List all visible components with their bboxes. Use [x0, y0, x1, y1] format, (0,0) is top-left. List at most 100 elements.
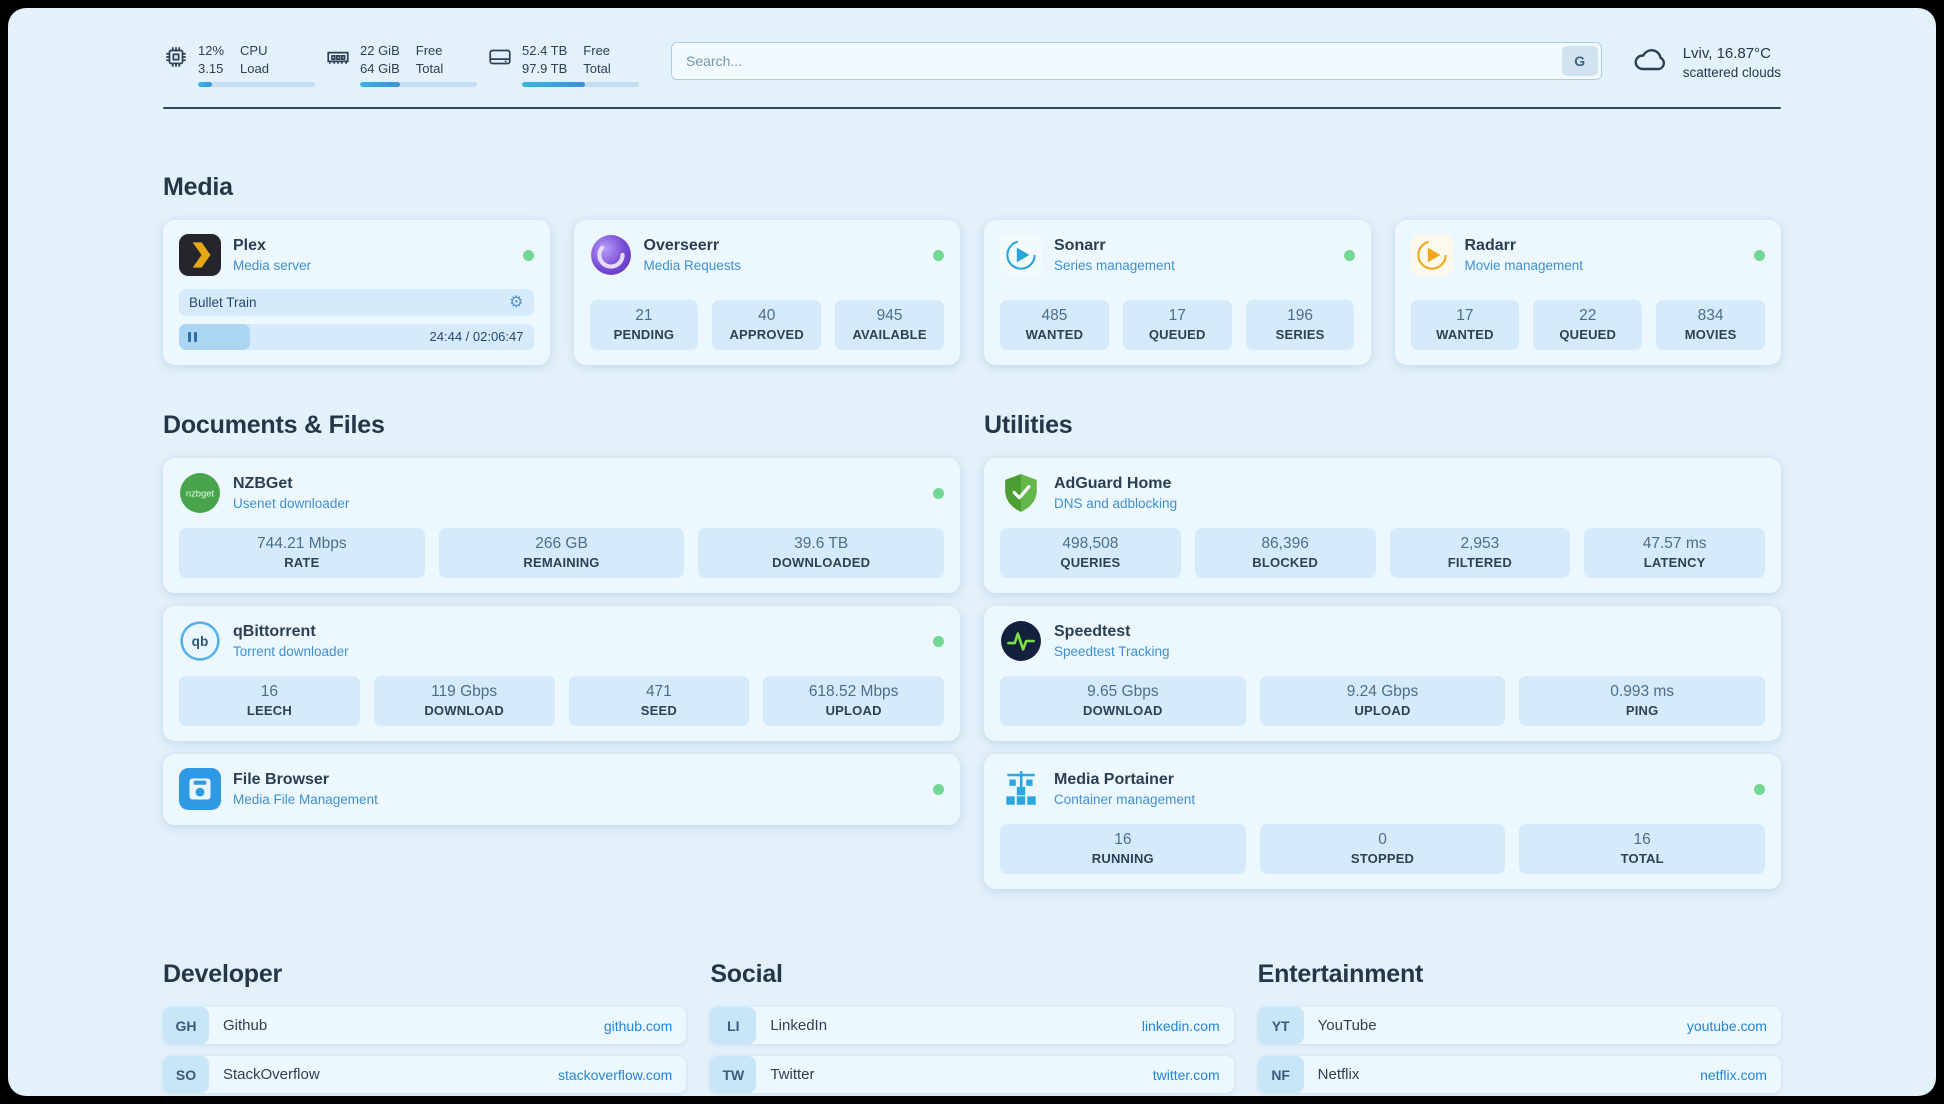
search-engine-button[interactable]: G — [1561, 46, 1598, 76]
weather-widget: Lviv, 16.87°C scattered clouds — [1628, 42, 1781, 83]
app-subtitle: Media server — [233, 258, 312, 274]
app-subtitle: DNS and adblocking — [1054, 496, 1178, 512]
ram-metric: 22 GiB 64 GiB Free Total — [325, 42, 477, 88]
bookmark-github[interactable]: GH Github github.com — [163, 1007, 687, 1045]
social-column: Social LI LinkedIn linkedin.com TW Twitt… — [710, 960, 1234, 1096]
app-card-nzbget[interactable]: nzbget NZBGet Usenet downloader 744.21 M… — [163, 458, 960, 594]
qbittorrent-icon: qb — [179, 620, 221, 662]
disk-icon — [487, 42, 513, 87]
radarr-icon — [1410, 234, 1453, 277]
speedtest-icon — [1000, 620, 1042, 662]
app-name: Speedtest — [1054, 623, 1131, 641]
app-name: Radarr — [1464, 237, 1517, 255]
utilities-column: Utilities AdGuard Home DNS and adblockin… — [984, 411, 1781, 902]
stat-wanted: 17 WANTED — [1410, 300, 1520, 351]
status-dot — [522, 249, 534, 261]
topbar: 12% 3.15 CPU Load — [163, 42, 1781, 88]
stat-filtered: 2,953 FILTERED — [1389, 528, 1571, 579]
status-dot — [933, 635, 944, 647]
app-subtitle: Usenet downloader — [233, 496, 350, 512]
section-title-entertainment: Entertainment — [1257, 960, 1424, 989]
bookmark-url: stackoverflow.com — [557, 1066, 673, 1083]
ram-total: 64 GiB — [360, 60, 400, 76]
stat-queued: 17 QUEUED — [1122, 300, 1232, 351]
now-playing-row: Bullet Train ⚙ — [179, 289, 534, 317]
stat-remaining: 266 GB REMAINING — [438, 528, 685, 579]
settings-gear-icon[interactable]: ⚙ — [509, 293, 524, 311]
media-grid: Plex Media server Bullet Train ⚙ 24:44 /… — [163, 220, 1781, 366]
search-input[interactable] — [671, 42, 1602, 80]
bookmark-linkedin[interactable]: LI LinkedIn linkedin.com — [710, 1007, 1234, 1045]
app-card-filebrowser[interactable]: File Browser Media File Management — [163, 754, 960, 826]
disk-metric: 52.4 TB 97.9 TB Free Total — [487, 42, 639, 88]
app-card-sonarr[interactable]: Sonarr Series management 485 WANTED 17 Q… — [984, 220, 1371, 366]
stat-queries: 498,508 QUERIES — [1000, 528, 1181, 579]
status-dot — [933, 783, 944, 795]
bookmark-url: youtube.com — [1686, 1017, 1767, 1034]
cpu-percent: 12% — [198, 43, 225, 58]
app-card-overseerr[interactable]: Overseerr Media Requests 21 PENDING 40 A… — [573, 220, 960, 366]
youtube-icon: YT — [1257, 1007, 1304, 1045]
netflix-icon: NF — [1257, 1056, 1304, 1094]
stat-upload: 618.52 Mbps UPLOAD — [763, 676, 944, 727]
linkedin-icon: LI — [710, 1007, 757, 1045]
cpu-progress-bar — [198, 82, 315, 88]
bookmark-twitter[interactable]: TW Twitter twitter.com — [710, 1056, 1234, 1094]
app-subtitle: Movie management — [1464, 258, 1584, 274]
stat-queued: 22 QUEUED — [1533, 300, 1643, 351]
filebrowser-icon — [179, 768, 221, 811]
cpu-icon — [163, 42, 189, 87]
playback-time: 24:44 / 02:06:47 — [429, 329, 524, 345]
dashboard-page: 12% 3.15 CPU Load — [8, 8, 1936, 1096]
bookmark-name: YouTube — [1317, 1017, 1377, 1035]
disk-label-top: Free — [583, 43, 611, 58]
documents-column: Documents & Files nzbget NZBGet Usenet d… — [163, 411, 960, 838]
stat-seed: 471 SEED — [568, 676, 750, 727]
plex-icon — [179, 234, 221, 277]
bookmarks-area: Developer GH Github github.com SO StackO… — [163, 960, 1781, 1096]
nzbget-icon: nzbget — [179, 472, 221, 514]
app-card-portainer[interactable]: Media Portainer Container management 16 … — [984, 754, 1781, 890]
stat-pending: 21 PENDING — [589, 300, 699, 351]
stat-approved: 40 APPROVED — [712, 300, 822, 351]
stat-stopped: 0 STOPPED — [1259, 824, 1506, 875]
bookmark-youtube[interactable]: YT YouTube youtube.com — [1257, 1007, 1781, 1045]
disk-progress-bar — [522, 82, 639, 88]
playback-progress-track[interactable]: 24:44 / 02:06:47 — [179, 324, 534, 351]
stackoverflow-icon: SO — [163, 1056, 209, 1094]
bookmark-name: Twitter — [770, 1066, 815, 1084]
bookmark-url: netflix.com — [1700, 1066, 1767, 1083]
app-subtitle: Media Requests — [643, 258, 742, 274]
app-card-adguard[interactable]: AdGuard Home DNS and adblocking 498,508 … — [984, 458, 1781, 594]
bookmark-url: twitter.com — [1152, 1066, 1220, 1083]
stat-latency: 47.57 ms LATENCY — [1584, 528, 1765, 579]
bookmark-stackoverflow[interactable]: SO StackOverflow stackoverflow.com — [163, 1056, 687, 1094]
app-card-qbittorrent[interactable]: qb qBittorrent Torrent downloader 16 LEE… — [163, 606, 960, 742]
stat-downloaded: 39.6 TB DOWNLOADED — [698, 528, 945, 579]
section-title-social: Social — [710, 960, 783, 989]
app-card-speedtest[interactable]: Speedtest Speedtest Tracking 9.65 Gbps D… — [984, 606, 1781, 742]
app-subtitle: Torrent downloader — [233, 644, 349, 660]
bookmark-name: Github — [223, 1017, 268, 1035]
app-name: Media Portainer — [1054, 771, 1175, 789]
bookmark-name: StackOverflow — [223, 1066, 320, 1084]
stat-blocked: 86,396 BLOCKED — [1194, 528, 1376, 579]
app-card-radarr[interactable]: Radarr Movie management 17 WANTED 22 QUE… — [1394, 220, 1781, 366]
pause-icon[interactable] — [188, 332, 200, 343]
ram-progress-bar — [360, 82, 477, 88]
app-subtitle: Speedtest Tracking — [1054, 644, 1170, 660]
bookmark-netflix[interactable]: NF Netflix netflix.com — [1257, 1056, 1781, 1094]
portainer-icon — [1000, 768, 1042, 810]
cpu-label-bottom: Load — [240, 60, 269, 76]
stat-running: 16 RUNNING — [1000, 824, 1246, 875]
app-name: qBittorrent — [233, 623, 316, 641]
stat-download: 9.65 Gbps DOWNLOAD — [1000, 676, 1246, 727]
stat-ping: 0.993 ms PING — [1519, 676, 1766, 727]
topbar-divider — [163, 107, 1781, 110]
sonarr-icon — [1000, 234, 1042, 277]
weather-location: Lviv, 16.87°C — [1682, 45, 1771, 62]
app-card-plex[interactable]: Plex Media server Bullet Train ⚙ 24:44 /… — [163, 220, 550, 366]
entertainment-column: Entertainment YT YouTube youtube.com NF … — [1257, 960, 1781, 1096]
status-dot — [1754, 249, 1765, 261]
now-playing-title: Bullet Train — [189, 295, 257, 311]
